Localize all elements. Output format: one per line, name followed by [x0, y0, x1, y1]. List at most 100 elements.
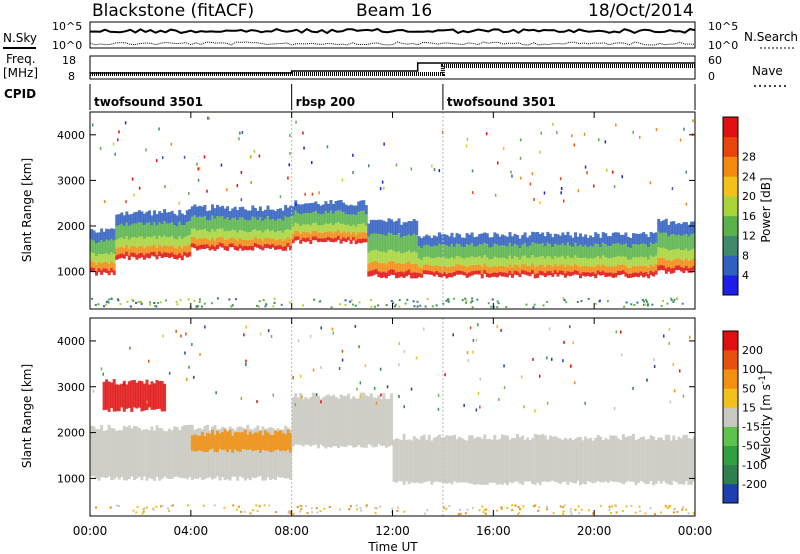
- echo-speckle: [482, 511, 485, 514]
- echo-cell: [382, 263, 386, 272]
- echo-cell: [422, 270, 426, 274]
- echo-cell: [516, 265, 519, 272]
- echo-speckle: [666, 302, 669, 305]
- echo-speckle: [204, 325, 206, 329]
- echo-speckle: [604, 140, 607, 144]
- echo-speckle: [383, 142, 385, 146]
- echo-cell: [569, 235, 572, 246]
- echo-speckle: [379, 187, 382, 191]
- echo-cell: [155, 248, 159, 255]
- echo-cell: [233, 245, 237, 250]
- colorbar-tick-label: 16: [742, 210, 756, 223]
- echo-cell: [354, 205, 358, 216]
- echo-cell: [271, 219, 275, 231]
- echo-cell: [132, 223, 136, 238]
- echo-speckle: [459, 508, 461, 511]
- echo-speckle: [138, 186, 141, 190]
- echo-cell: [243, 245, 247, 250]
- echo-speckle: [170, 142, 173, 146]
- echo-cell: [216, 244, 219, 250]
- echo-cell: [662, 265, 666, 271]
- echo-speckle: [687, 512, 690, 515]
- echo-cell: [274, 430, 277, 480]
- echo-cell: [226, 217, 230, 231]
- echo-cell: [503, 258, 507, 267]
- echo-speckle: [560, 191, 562, 195]
- echo-cell: [687, 268, 691, 273]
- echo-cell: [526, 265, 530, 272]
- echo-cell: [190, 243, 194, 248]
- echo-cell: [289, 245, 293, 251]
- echo-speckle: [236, 184, 239, 188]
- echo-cell: [158, 427, 162, 481]
- echo-cell: [407, 234, 411, 251]
- echo-cell: [432, 272, 436, 277]
- echo-cell: [369, 234, 373, 251]
- echo-cell: [518, 248, 522, 260]
- nave-tick-0: 0: [708, 70, 715, 83]
- echo-cell: [518, 238, 522, 249]
- echo-speckle: [107, 298, 110, 301]
- echo-speckle: [471, 306, 474, 309]
- echo-cell: [531, 231, 535, 243]
- echo-cell: [536, 243, 540, 258]
- echo-cell: [97, 268, 101, 273]
- echo-cell: [175, 255, 179, 260]
- echo-cell: [606, 272, 610, 277]
- echo-cell: [180, 255, 184, 261]
- echo-cell: [470, 435, 474, 484]
- echo-cell: [291, 206, 295, 216]
- echo-cell: [296, 204, 300, 214]
- echo-cell: [531, 255, 535, 264]
- echo-cell: [639, 271, 643, 276]
- noise-top-tick-left: 10^5: [52, 20, 82, 33]
- echo-cell: [407, 439, 411, 485]
- echo-cell: [145, 246, 149, 254]
- echo-cell: [198, 229, 202, 239]
- echo-cell: [453, 258, 456, 267]
- echo-cell: [679, 259, 683, 267]
- echo-cell: [563, 245, 567, 259]
- echo-cell: [690, 249, 693, 260]
- echo-cell: [425, 264, 429, 271]
- echo-cell: [657, 247, 661, 258]
- echo-cell: [594, 273, 598, 279]
- colorbar-tick-label: 12: [742, 230, 756, 243]
- echo-speckle: [559, 177, 562, 181]
- echo-speckle: [162, 334, 164, 338]
- echo-cell: [369, 250, 373, 263]
- echo-cell: [319, 205, 323, 215]
- echo-cell: [367, 236, 371, 253]
- echo-speckle: [164, 299, 167, 302]
- echo-speckle: [608, 508, 611, 511]
- echo-cell: [639, 437, 643, 481]
- echo-cell: [430, 271, 434, 275]
- echo-cell: [301, 399, 305, 447]
- echo-cell: [193, 237, 197, 244]
- echo-cell: [400, 253, 404, 264]
- echo-cell: [505, 267, 509, 274]
- echo-speckle: [653, 365, 656, 368]
- echo-cell: [437, 265, 441, 273]
- echo-speckle: [665, 505, 667, 508]
- echo-cell: [160, 224, 164, 238]
- echo-cell: [644, 272, 648, 277]
- echo-cell: [170, 222, 174, 237]
- echo-cell: [672, 221, 676, 234]
- echo-speckle: [379, 367, 382, 371]
- echo-cell: [377, 234, 381, 252]
- echo-cell: [216, 238, 219, 245]
- echo-cell: [206, 432, 209, 452]
- echo-cell: [659, 265, 663, 270]
- echo-cell: [684, 258, 688, 266]
- echo-cell: [243, 219, 247, 232]
- echo-cell: [332, 213, 335, 225]
- echo-speckle: [465, 144, 468, 148]
- echo-cell: [246, 246, 250, 251]
- echo-cell: [460, 237, 464, 247]
- echo-speckle: [506, 507, 509, 509]
- echo-cell: [188, 209, 192, 221]
- echo-cell: [581, 271, 585, 276]
- nave-label: Nave: [752, 64, 783, 78]
- echo-cell: [226, 431, 230, 452]
